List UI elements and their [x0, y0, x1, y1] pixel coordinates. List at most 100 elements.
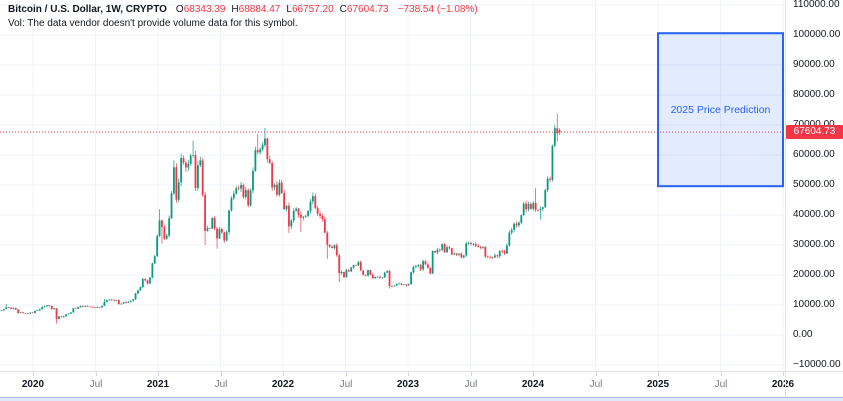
close-value: C67604.73	[339, 4, 389, 15]
candle-body	[412, 266, 415, 273]
candle-body	[36, 310, 39, 311]
candle-body	[400, 283, 403, 285]
legend: Bitcoin / U.S. Dollar, 1W, CRYPTO O68343.…	[8, 3, 478, 31]
candle-body	[24, 313, 27, 314]
candlestick-series	[0, 113, 561, 324]
candle-body	[89, 306, 91, 308]
candle-body	[544, 190, 547, 208]
candle-body	[206, 228, 209, 231]
time-tick-mark	[533, 372, 534, 376]
candle-body	[285, 205, 288, 210]
candle-body	[108, 299, 111, 301]
time-tick-label: Jul	[339, 379, 353, 390]
candle-body	[230, 198, 233, 211]
candle-body	[288, 205, 290, 227]
candle-body	[216, 228, 218, 239]
candle-body	[7, 307, 10, 308]
candle-body	[196, 165, 199, 188]
candle-body	[405, 284, 408, 286]
candle-body	[426, 264, 429, 268]
price-tick-label: 70000.00	[793, 120, 835, 130]
candle-body	[371, 274, 374, 279]
candle-body	[419, 265, 422, 270]
candle-body	[93, 307, 96, 309]
candle-body	[182, 158, 185, 163]
candle-body	[146, 280, 149, 284]
prediction-box-label: 2025 Price Prediction	[671, 104, 771, 116]
candle-body	[252, 170, 254, 191]
candle-body	[446, 247, 448, 253]
symbol-title[interactable]: Bitcoin / U.S. Dollar, 1W, CRYPTO	[8, 4, 167, 15]
candle-body	[101, 305, 103, 308]
candle-body	[249, 190, 252, 206]
candle-body	[194, 155, 197, 188]
candle-body	[364, 275, 367, 276]
candle-body	[398, 283, 401, 285]
price-tick-label: 10000.00	[793, 299, 835, 310]
candle-body	[58, 316, 60, 320]
price-chart[interactable]: 2025 Price Prediction	[0, 0, 785, 371]
time-tick-mark	[33, 372, 34, 376]
candle-body	[311, 196, 314, 202]
candle-body	[484, 246, 487, 257]
candle-body	[345, 270, 348, 278]
candle-body	[240, 185, 242, 189]
candle-body	[110, 299, 113, 301]
candle-body	[225, 232, 228, 241]
chart-plot-area[interactable]: 2025 Price Prediction	[0, 0, 785, 371]
candle-body	[333, 245, 336, 248]
candle-body	[232, 193, 235, 199]
candle-body	[503, 251, 506, 254]
candle-body	[211, 218, 214, 229]
price-tick-label: 0.00	[793, 329, 813, 340]
candle-body	[266, 138, 269, 160]
candle-body	[453, 253, 456, 255]
candle-body	[379, 276, 381, 278]
candle-body	[98, 307, 101, 308]
candle-body	[62, 316, 65, 318]
candle-body	[201, 160, 204, 195]
candle-body	[120, 303, 123, 305]
candle-body	[26, 313, 29, 314]
price-axis[interactable]: 67604.73 110000.00 100000.00 90000.00 80000…	[786, 0, 843, 371]
prediction-box[interactable]	[657, 32, 784, 188]
candle-body	[141, 279, 144, 288]
open-value: O68343.39	[175, 4, 226, 15]
candle-body	[410, 272, 412, 285]
candle-body	[467, 243, 470, 244]
candle-body	[0, 310, 3, 311]
price-tick-label: 60000.00	[793, 149, 835, 160]
candle-body	[429, 267, 432, 274]
candle-body	[213, 218, 216, 229]
candle-body	[14, 308, 17, 310]
candle-body	[144, 279, 147, 281]
time-tick-label: 2020	[21, 379, 45, 390]
time-tick-label: 2026	[771, 379, 795, 390]
candle-body	[72, 308, 75, 313]
candle-body	[436, 249, 439, 253]
candle-body	[220, 229, 223, 233]
time-tick-mark	[658, 372, 659, 376]
low-value: L66757.20	[286, 4, 334, 15]
candle-body	[376, 276, 379, 278]
candle-body	[77, 307, 80, 309]
candle-body	[134, 293, 137, 300]
candle-body	[350, 267, 353, 272]
candle-body	[129, 300, 132, 302]
candle-body	[537, 209, 539, 211]
candle-body	[22, 312, 24, 314]
high-value: H68884.47	[231, 4, 281, 15]
candle-body	[357, 262, 360, 266]
candle-body	[117, 300, 120, 305]
candle-body	[185, 162, 187, 168]
candle-body	[422, 261, 424, 270]
candle-body	[391, 286, 393, 287]
candle-body	[556, 128, 559, 134]
candle-body	[223, 232, 226, 241]
candle-body	[261, 145, 264, 150]
time-tick-label: Jul	[464, 379, 478, 390]
time-axis[interactable]: 2020 Jul 2021 Jul 2022 Jul 2023 Jul 2024 Jul 2025 J…	[0, 371, 843, 397]
candle-body	[431, 251, 434, 274]
candle-body	[177, 182, 180, 200]
